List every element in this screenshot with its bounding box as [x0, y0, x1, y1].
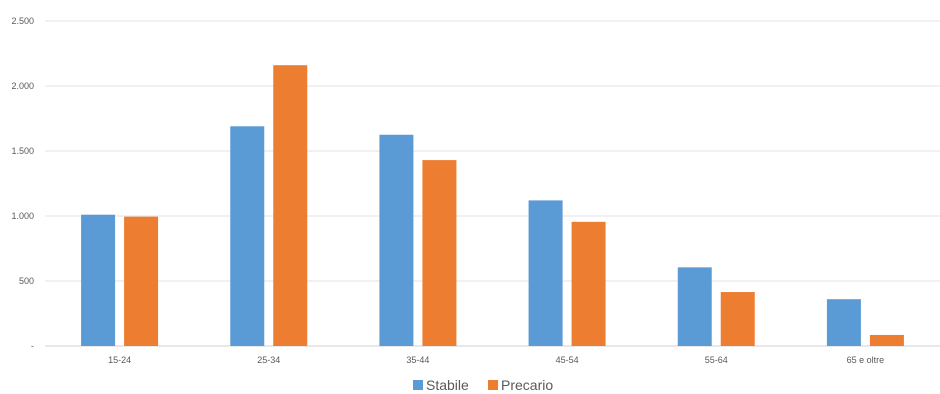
bar-precario-1	[273, 65, 308, 346]
bar-precario-2	[422, 160, 457, 346]
bar-stabile-3	[528, 200, 563, 346]
bar-precario-3	[571, 221, 606, 346]
y-tick-label: 500	[19, 276, 34, 286]
y-tick-label: 2.500	[11, 16, 34, 26]
bar-precario-0	[124, 216, 159, 346]
legend-swatch-precario	[488, 380, 498, 390]
x-tick-label: 25-34	[257, 355, 280, 365]
y-tick-label: 1.000	[11, 211, 34, 221]
y-tick-label: -	[31, 341, 34, 351]
x-tick-label: 15-24	[108, 355, 131, 365]
x-tick-label: 65 e oltre	[847, 355, 885, 365]
legend-label-stabile: Stabile	[426, 377, 469, 393]
bar-precario-4	[720, 292, 755, 346]
x-tick-label: 55-64	[705, 355, 728, 365]
grid-lines	[45, 20, 940, 347]
y-tick-label: 1.500	[11, 146, 34, 156]
bars	[81, 65, 904, 346]
bar-precario-5	[869, 334, 904, 346]
legend-swatch-stabile	[413, 380, 423, 390]
legend: Stabile Precario	[413, 377, 553, 393]
y-axis-ticks: - 500 1.000 1.500 2.000 2.500	[11, 16, 34, 351]
bar-stabile-4	[677, 267, 712, 346]
bar-stabile-2	[379, 134, 414, 346]
x-tick-label: 45-54	[556, 355, 579, 365]
x-tick-label: 35-44	[406, 355, 429, 365]
bar-stabile-5	[826, 299, 861, 346]
bar-stabile-0	[81, 214, 116, 346]
y-tick-label: 2.000	[11, 81, 34, 91]
x-axis-ticks: 15-24 25-34 35-44 45-54 55-64 65 e oltre	[108, 355, 884, 365]
bar-stabile-1	[230, 126, 265, 346]
legend-label-precario: Precario	[501, 377, 553, 393]
